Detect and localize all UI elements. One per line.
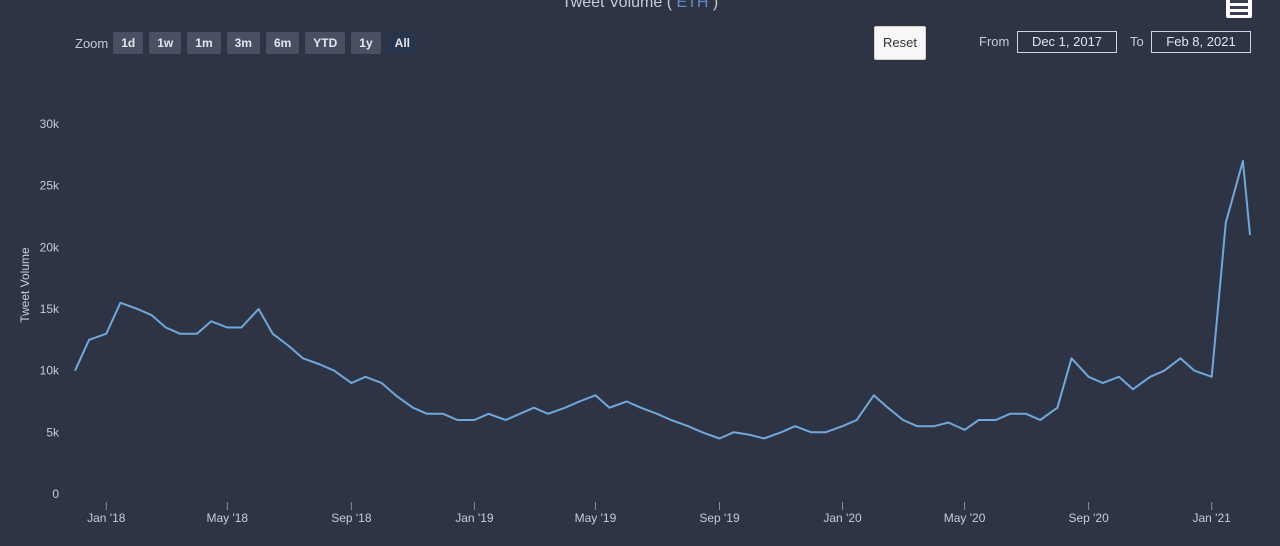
y-axis-title: Tweet Volume — [18, 247, 32, 323]
x-axis: Jan '18 May '18 Sep '18 Jan '19 May '19 Sep '… — [87, 502, 1231, 525]
zoom-button-1m[interactable]: 1m — [187, 32, 221, 54]
x-tick-label: Jan '19 — [455, 511, 494, 525]
zoom-button-3m[interactable]: 3m — [226, 32, 260, 54]
to-date-input[interactable]: Feb 8, 2021 — [1151, 31, 1251, 53]
hamburger-menu-icon[interactable] — [1226, 0, 1252, 18]
y-tick-label: 25k — [40, 179, 60, 193]
tweet-volume-series-line[interactable] — [74, 160, 1251, 440]
chart-title-suffix: ) — [708, 0, 719, 11]
reset-zoom-button[interactable]: Reset — [874, 26, 926, 60]
x-tick-label: May '18 — [206, 511, 248, 525]
chart-title: Tweet Volume ( ETH ) — [0, 0, 1280, 12]
y-tick-label: 5k — [46, 425, 60, 439]
y-axis: 0 5k 10k 15k 20k 25k 30k — [40, 117, 60, 501]
x-tick-label: Sep '19 — [699, 511, 740, 525]
zoom-button-1y[interactable]: 1y — [351, 32, 381, 54]
x-tick-label: Jan '20 — [823, 511, 862, 525]
zoom-toolbar: Zoom 1d 1w 1m 3m 6m YTD 1y All — [75, 31, 424, 55]
zoom-button-all[interactable]: All — [386, 32, 418, 54]
from-date-input[interactable]: Dec 1, 2017 — [1017, 31, 1117, 53]
zoom-button-1d[interactable]: 1d — [113, 32, 144, 54]
zoom-label: Zoom — [75, 35, 109, 51]
chart-title-symbol[interactable]: ETH — [676, 0, 709, 11]
y-tick-label: 0 — [52, 487, 59, 501]
y-tick-label: 15k — [40, 302, 60, 316]
y-tick-label: 20k — [40, 240, 60, 254]
x-tick-label: Sep '18 — [331, 511, 372, 525]
y-tick-label: 10k — [40, 364, 60, 378]
zoom-button-1w[interactable]: 1w — [149, 32, 182, 54]
from-label: From — [979, 34, 1010, 49]
x-tick-label: Jan '18 — [87, 511, 126, 525]
chart-title-prefix: Tweet Volume ( — [561, 0, 677, 11]
to-label: To — [1130, 34, 1144, 49]
x-tick-label: Sep '20 — [1068, 511, 1109, 525]
x-tick-label: May '19 — [575, 511, 617, 525]
zoom-button-6m[interactable]: 6m — [265, 32, 300, 54]
y-tick-label: 30k — [40, 117, 60, 131]
x-tick-label: Jan '21 — [1193, 511, 1232, 525]
x-tick-label: May '20 — [944, 511, 986, 525]
zoom-button-ytd[interactable]: YTD — [305, 32, 346, 54]
